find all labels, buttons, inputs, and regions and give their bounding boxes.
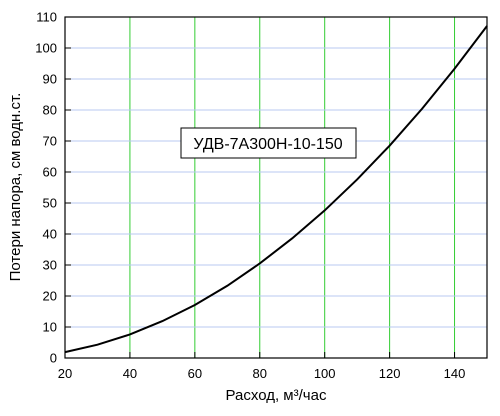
x-tick-label: 80 — [253, 366, 267, 381]
y-tick-label: 40 — [43, 227, 57, 242]
plot-frame — [64, 16, 488, 359]
x-tick-label: 60 — [188, 366, 202, 381]
y-tick-label: 110 — [36, 10, 57, 25]
y-tick-label: 50 — [43, 196, 57, 211]
x-tick-label: 20 — [58, 366, 72, 381]
x-tick-label: 100 — [314, 366, 336, 381]
x-tick-label: 40 — [123, 366, 137, 381]
y-tick-label: 0 — [50, 351, 57, 366]
y-tick-label: 60 — [43, 165, 57, 180]
data-line — [64, 25, 488, 354]
y-tick-label: 10 — [43, 320, 57, 335]
annotation: УДВ-7А300Н-10-150 — [193, 136, 342, 153]
y-tick-label: 80 — [43, 103, 57, 118]
y-tick-label: 100 — [35, 41, 57, 56]
y-tick-label: 20 — [43, 289, 57, 304]
y-tick-label: 90 — [43, 72, 57, 87]
y-axis-label: Потери напора, см водн.ст. — [7, 93, 24, 282]
y-tick-label: 30 — [43, 258, 57, 273]
y-tick-label: 70 — [43, 134, 57, 149]
x-axis-label: Расход, м³/час — [226, 387, 327, 404]
x-tick-label: 140 — [444, 366, 466, 381]
annotation-box — [180, 127, 357, 159]
x-tick-label: 120 — [379, 366, 401, 381]
